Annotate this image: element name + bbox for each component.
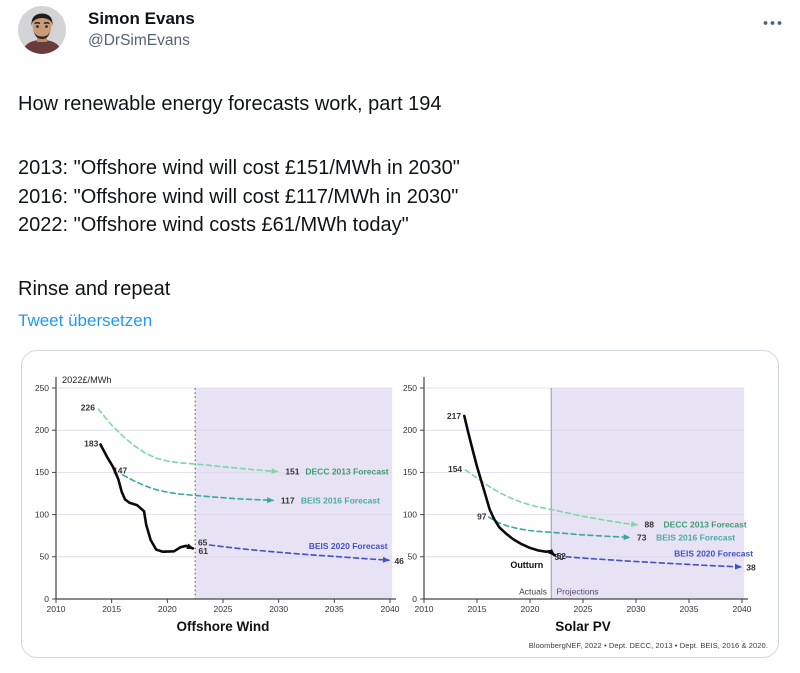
- series-label: 217: [447, 411, 461, 421]
- renewable-forecast-charts: 0 50 100 150 200 250 2010 2015 2020 2025 2030 2035 2…: [35, 375, 756, 634]
- series-label: 97: [477, 512, 487, 522]
- x-tick-label: 2015: [468, 604, 487, 614]
- y-tick-label: 250: [35, 383, 49, 393]
- x-tick-label: 2025: [574, 604, 593, 614]
- series-label: DECC 2013 Forecast: [664, 520, 747, 530]
- series-label: 50: [554, 552, 564, 562]
- chart-annotation: Outturn: [510, 561, 543, 571]
- x-tick-label: 2040: [733, 604, 752, 614]
- series-label: 46: [394, 557, 404, 567]
- x-tick-label: 2035: [680, 604, 699, 614]
- avatar[interactable]: [18, 6, 66, 54]
- x-tick-label: 2015: [102, 604, 121, 614]
- tweet-header: Simon Evans @DrSimEvans: [0, 0, 800, 54]
- y-tick-label: 250: [403, 383, 417, 393]
- y-tick-label: 0: [44, 594, 49, 604]
- x-tick-label: 2020: [158, 604, 177, 614]
- series-label: BEIS 2020 Forecast: [309, 541, 388, 551]
- more-options-icon: [763, 21, 782, 25]
- chart-image-card[interactable]: 0 50 100 150 200 250 2010 2015 2020 2025 2030 2035 2…: [21, 350, 779, 659]
- x-tick-label: 2030: [627, 604, 646, 614]
- series-line-outturn: [463, 415, 556, 557]
- series-label: 73: [637, 533, 647, 543]
- author-handle[interactable]: @DrSimEvans: [88, 32, 190, 49]
- y-tick-label: 150: [403, 468, 417, 478]
- more-button[interactable]: [761, 6, 784, 37]
- series-label: 38: [746, 563, 756, 573]
- series-label: BEIS 2016 Forecast: [656, 533, 735, 543]
- projection-region: [195, 388, 393, 600]
- x-tick-label: 2010: [415, 604, 434, 614]
- series-line-decc-2013-forecast: [97, 408, 279, 475]
- chart-source-note: BloombergNEF, 2022 • Dept. DECC, 2013 • …: [528, 641, 768, 651]
- y-tick-label: 100: [35, 510, 49, 520]
- projection-region: [551, 388, 745, 600]
- y-tick-label: 150: [35, 468, 49, 478]
- translate-link[interactable]: Tweet übersetzen: [18, 311, 153, 331]
- y-tick-label: 50: [40, 552, 50, 562]
- series-label: 154: [448, 465, 462, 475]
- tweet-paragraph: How renewable energy forecasts work, par…: [18, 93, 442, 115]
- y-tick-label: 100: [403, 510, 417, 520]
- x-tick-label: 2010: [47, 604, 66, 614]
- series-label: 61: [199, 546, 209, 556]
- y-tick-label: 200: [403, 425, 417, 435]
- series-label: 117: [281, 496, 295, 506]
- y-tick-label: 50: [408, 552, 418, 562]
- series-label: 226: [81, 403, 95, 413]
- tweet-text: How renewable energy forecasts work, par…: [18, 90, 784, 303]
- series-label: 88: [644, 520, 654, 530]
- chart-annotation: Projections: [557, 587, 599, 597]
- chart-title: Solar PV: [555, 619, 611, 634]
- y-tick-label: 200: [35, 425, 49, 435]
- tweet-paragraph: Rinse and repeat: [18, 278, 171, 301]
- chart-annotation: Actuals: [519, 587, 547, 597]
- y-axis-unit-label: 2022£/MWh: [62, 375, 112, 385]
- x-tick-label: 2025: [214, 604, 233, 614]
- chart-title: Offshore Wind: [177, 619, 270, 634]
- x-tick-label: 2035: [325, 604, 344, 614]
- series-line-beis-2016-forecast: [122, 474, 275, 504]
- series-line-beis-2016-forecast: [487, 516, 631, 541]
- series-line-decc-2013-forecast: [464, 469, 639, 528]
- y-tick-label: 0: [412, 594, 417, 604]
- series-line-beis-2020-forecast: [208, 544, 390, 564]
- series-label: BEIS 2016 Forecast: [301, 496, 380, 506]
- x-tick-label: 2030: [269, 604, 288, 614]
- author-names: Simon Evans @DrSimEvans: [88, 6, 195, 49]
- solar-pv-chart: 0 50 100 150 200 250 2010 2015 2020 2025 2030 2035 2…: [403, 377, 756, 634]
- series-line-outturn: [99, 443, 195, 554]
- avatar-image: [18, 6, 66, 54]
- series-label: DECC 2013 Forecast: [305, 467, 388, 477]
- series-label: 183: [84, 439, 98, 449]
- x-tick-label: 2040: [381, 604, 400, 614]
- offshore-wind-chart: 0 50 100 150 200 250 2010 2015 2020 2025 2030 2035 2…: [35, 375, 404, 634]
- tweet-paragraph: 2013: "Offshore wind will cost £151/MWh …: [18, 157, 460, 236]
- series-label: 52: [557, 551, 567, 561]
- x-tick-label: 2020: [521, 604, 540, 614]
- series-label: 65: [198, 538, 208, 548]
- series-label: 151: [285, 467, 299, 477]
- series-label: BEIS 2020 Forecast: [674, 549, 753, 559]
- series-line-beis-2020-forecast: [565, 556, 742, 571]
- series-label: 147: [113, 466, 127, 476]
- author-name[interactable]: Simon Evans: [88, 9, 195, 28]
